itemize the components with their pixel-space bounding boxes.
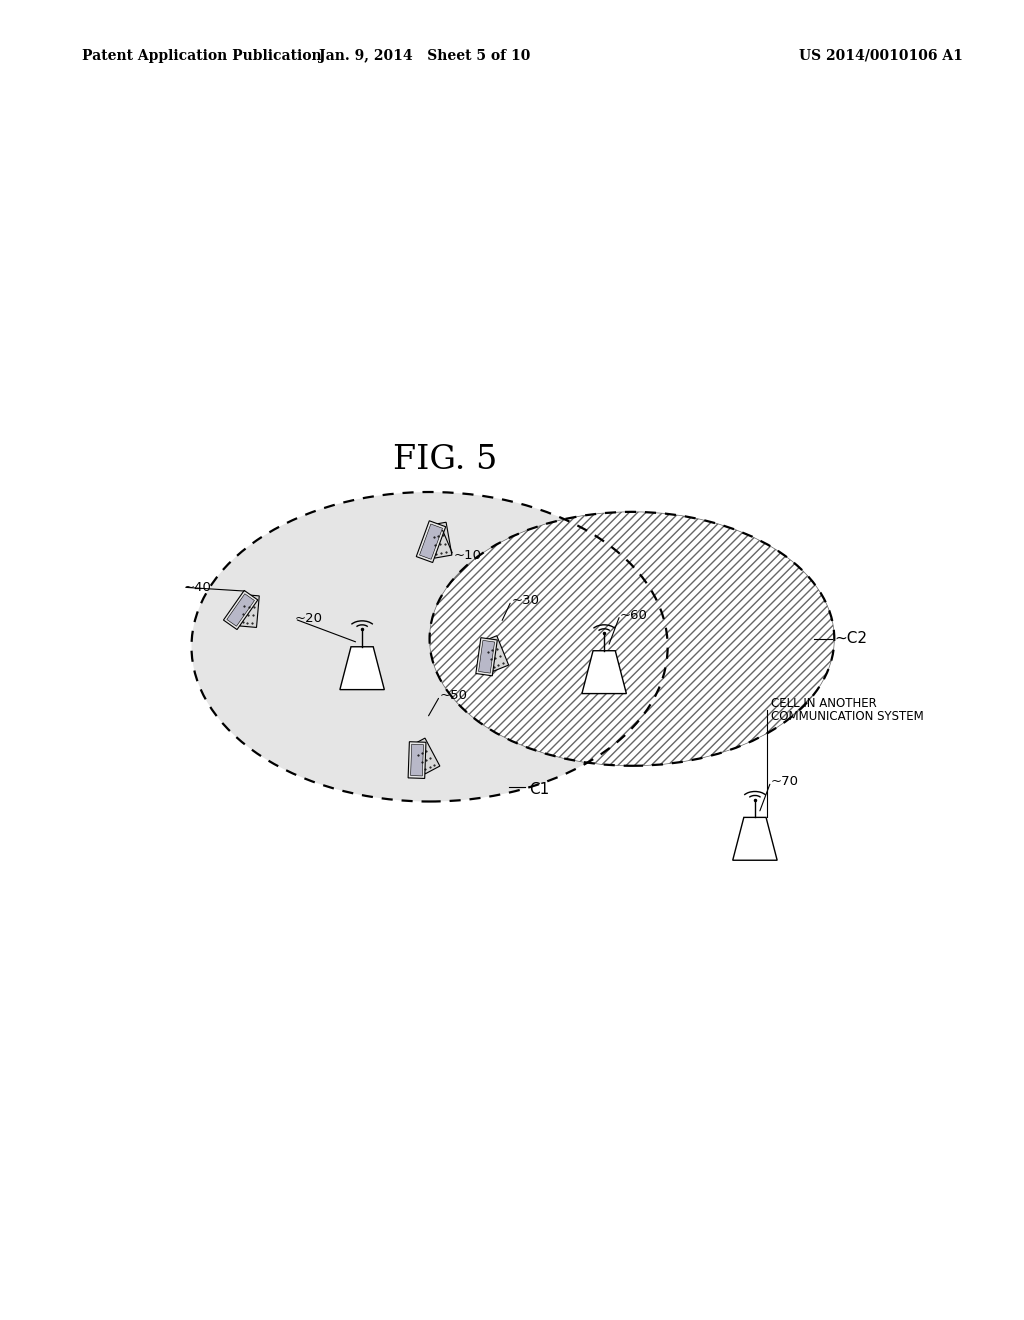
Text: CELL IN ANOTHER: CELL IN ANOTHER <box>771 697 877 710</box>
Polygon shape <box>478 640 495 673</box>
Polygon shape <box>223 590 258 630</box>
Ellipse shape <box>430 512 835 766</box>
Text: Patent Application Publication: Patent Application Publication <box>82 49 322 63</box>
Polygon shape <box>733 817 777 861</box>
Polygon shape <box>476 638 498 676</box>
Polygon shape <box>417 521 445 562</box>
Text: Jan. 9, 2014   Sheet 5 of 10: Jan. 9, 2014 Sheet 5 of 10 <box>319 49 530 63</box>
Text: US 2014/0010106 A1: US 2014/0010106 A1 <box>799 49 963 63</box>
Polygon shape <box>411 744 424 776</box>
Polygon shape <box>411 738 440 774</box>
Ellipse shape <box>191 492 668 801</box>
Polygon shape <box>227 594 254 626</box>
Text: COMMUNICATION SYSTEM: COMMUNICATION SYSTEM <box>771 710 924 723</box>
Text: ~60: ~60 <box>620 609 648 622</box>
Polygon shape <box>240 594 259 627</box>
Text: ~20: ~20 <box>295 612 323 626</box>
Polygon shape <box>420 524 442 560</box>
Polygon shape <box>582 651 627 693</box>
Polygon shape <box>481 636 509 672</box>
Text: ~50: ~50 <box>440 689 468 702</box>
Text: ~10: ~10 <box>454 549 481 562</box>
Text: ~40: ~40 <box>183 581 211 594</box>
Polygon shape <box>340 647 384 689</box>
Text: FIG. 5: FIG. 5 <box>393 445 498 477</box>
Polygon shape <box>409 742 426 779</box>
Text: ~30: ~30 <box>511 594 540 607</box>
Text: ~70: ~70 <box>771 775 799 788</box>
Text: C1: C1 <box>528 783 549 797</box>
Text: ~C2: ~C2 <box>835 631 867 647</box>
Polygon shape <box>429 523 452 558</box>
